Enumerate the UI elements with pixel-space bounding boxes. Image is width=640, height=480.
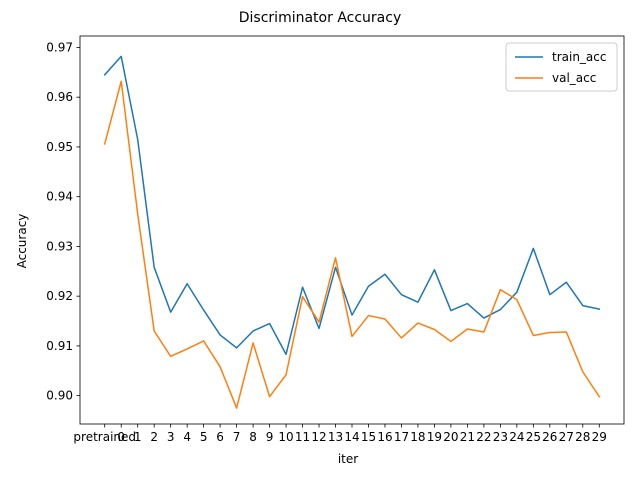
x-tick-label: 19 <box>427 430 442 444</box>
x-tick-label: 11 <box>295 430 310 444</box>
x-tick-label: 24 <box>509 430 524 444</box>
y-tick-label: 0.90 <box>46 389 73 403</box>
x-tick-label: 4 <box>183 430 191 444</box>
x-tick-label: 17 <box>394 430 409 444</box>
y-axis-label: Accuracy <box>15 214 29 269</box>
x-tick-label: 15 <box>361 430 376 444</box>
x-tick-label: 10 <box>278 430 293 444</box>
x-tick-label: 18 <box>410 430 425 444</box>
x-tick-label: 9 <box>266 430 274 444</box>
y-tick-label: 0.91 <box>46 339 73 353</box>
y-tick-label: 0.93 <box>46 239 73 253</box>
x-tick-label: 26 <box>542 430 557 444</box>
x-tick-label: 12 <box>311 430 326 444</box>
x-tick-label: 20 <box>443 430 458 444</box>
x-tick-label: 25 <box>526 430 541 444</box>
y-tick-label: 0.95 <box>46 140 73 154</box>
x-tick-label: 1 <box>134 430 142 444</box>
x-tick-label: 6 <box>216 430 224 444</box>
x-tick-label: 23 <box>493 430 508 444</box>
x-tick-label: 13 <box>328 430 343 444</box>
x-tick-label: 8 <box>249 430 257 444</box>
x-tick-label: 22 <box>476 430 491 444</box>
chart-title: Discriminator Accuracy <box>239 10 401 26</box>
y-tick-label: 0.96 <box>46 90 73 104</box>
legend-label-train_acc: train_acc <box>552 50 606 64</box>
y-tick-label: 0.92 <box>46 289 73 303</box>
x-tick-label: 14 <box>344 430 359 444</box>
x-tick-label: 21 <box>460 430 475 444</box>
x-tick-label: 28 <box>575 430 590 444</box>
x-tick-label: 7 <box>233 430 241 444</box>
y-tick-label: 0.94 <box>46 190 73 204</box>
x-axis-label: iter <box>338 452 358 466</box>
y-tick-label: 0.97 <box>46 40 73 54</box>
x-tick-label: 27 <box>559 430 574 444</box>
x-tick-label: 2 <box>150 430 158 444</box>
x-tick-label: 16 <box>377 430 392 444</box>
legend-label-val_acc: val_acc <box>552 71 596 85</box>
x-tick-label: 0 <box>117 430 125 444</box>
x-tick-label: 5 <box>200 430 208 444</box>
x-tick-label: 3 <box>167 430 175 444</box>
x-tick-label: 29 <box>592 430 607 444</box>
x-tick-label: pretrained <box>73 430 136 444</box>
